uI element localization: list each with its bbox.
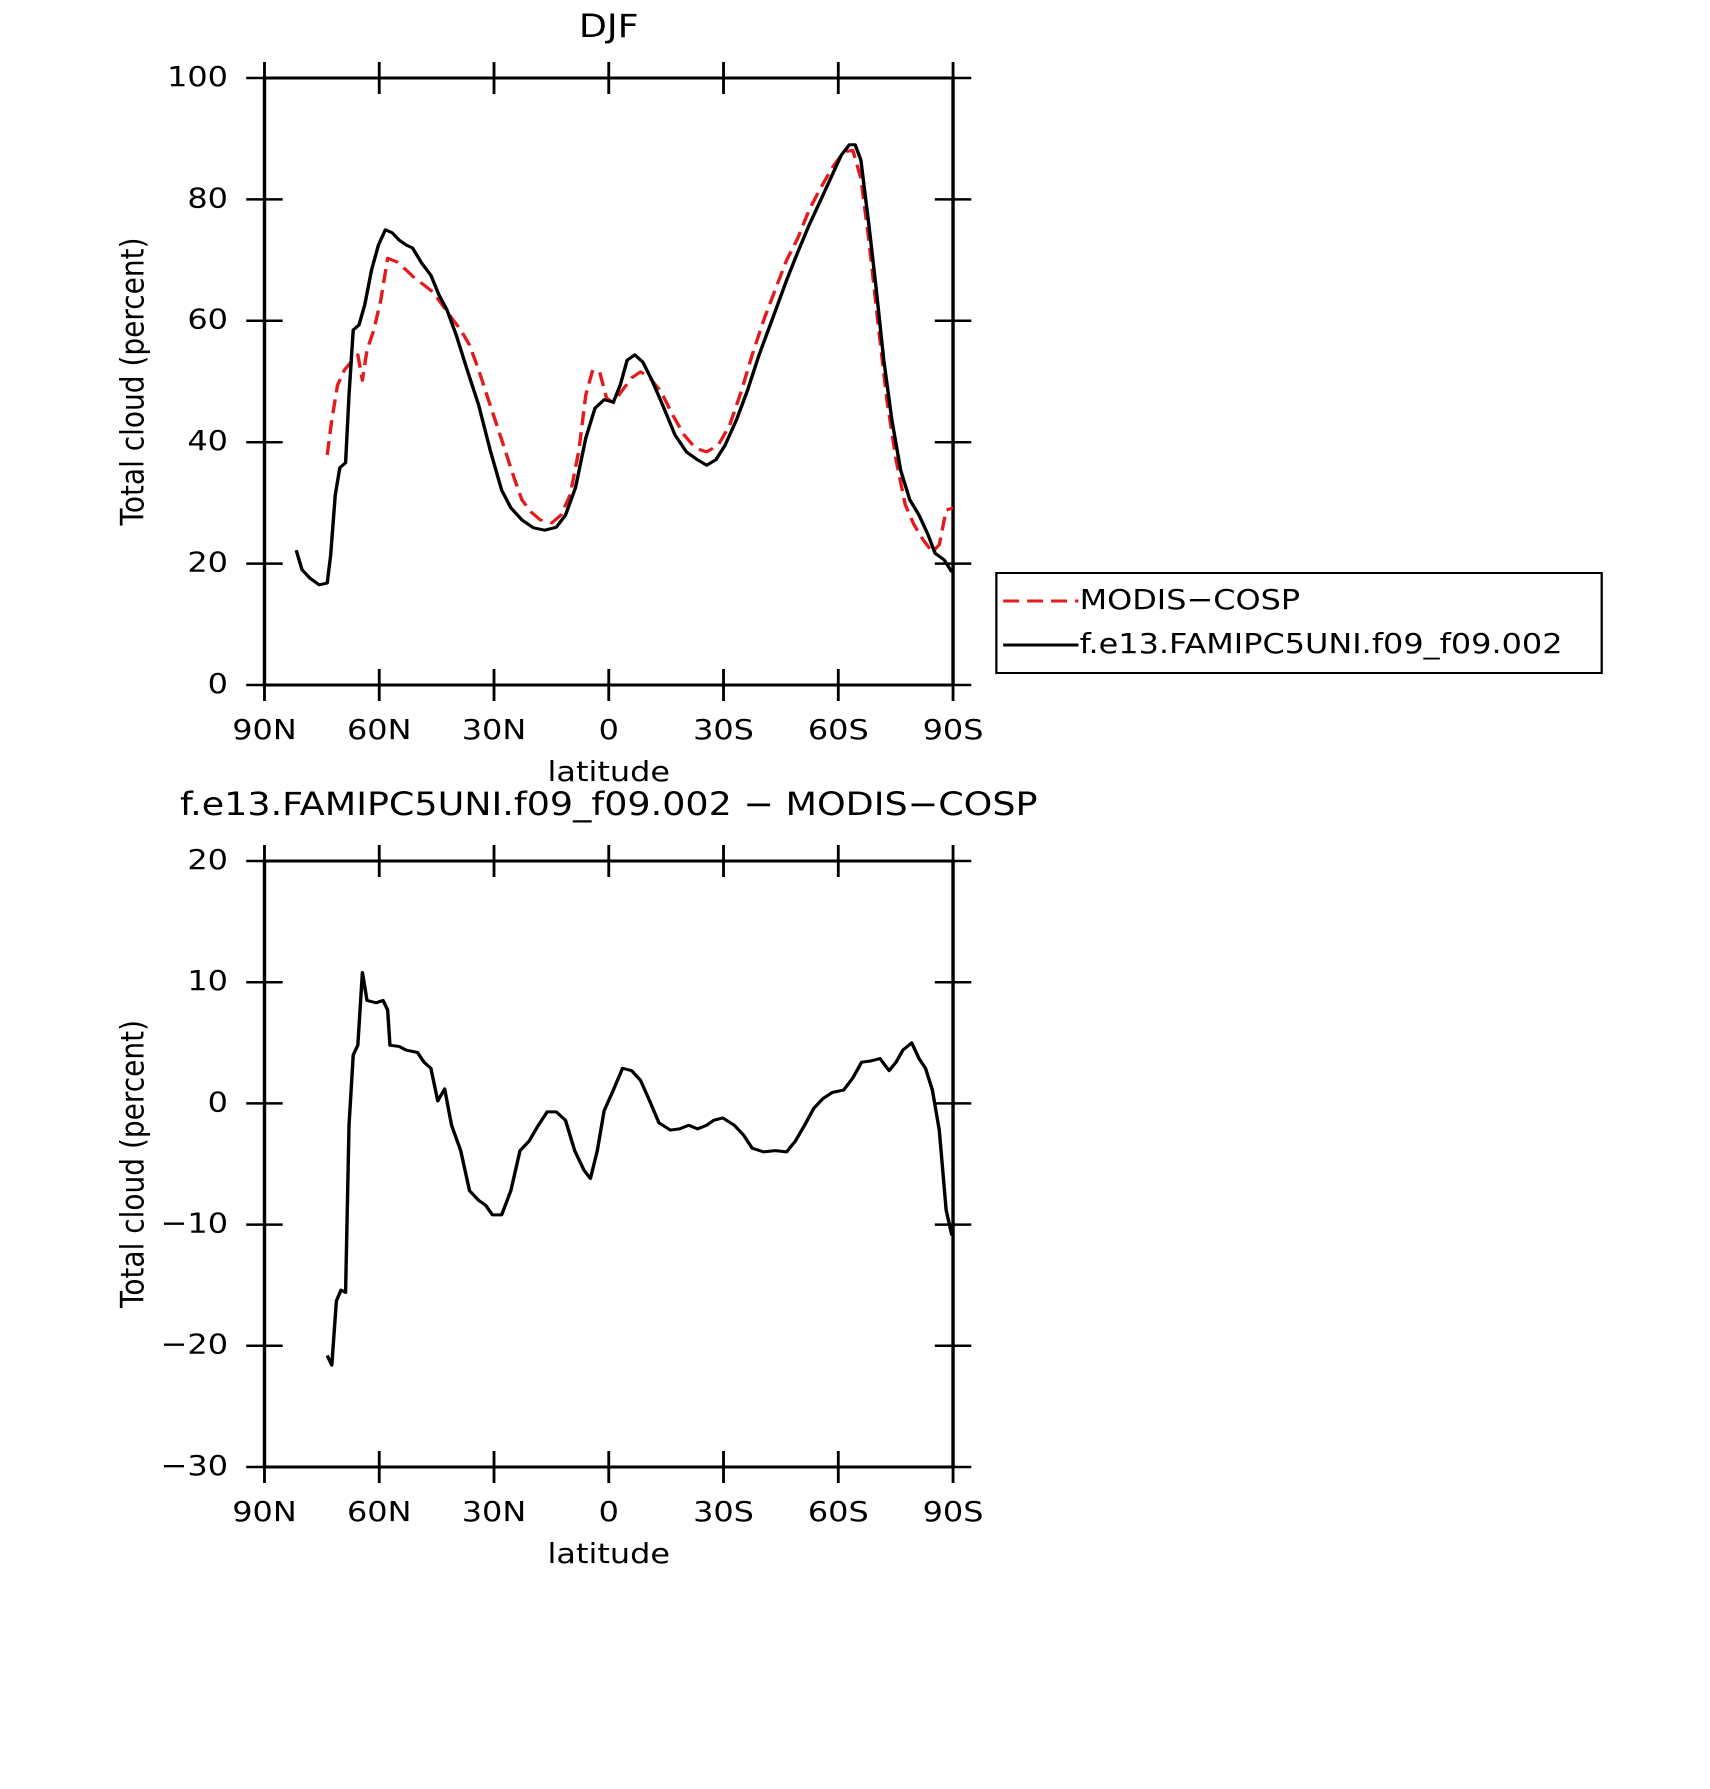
chart-title: DJF — [579, 8, 639, 45]
x-tick-label: 60N — [347, 714, 411, 747]
x-axis-label: latitude — [548, 756, 670, 789]
x-tick-label: 0 — [599, 714, 619, 747]
chart-panel: f.e13.FAMIPC5UNI.f09_f09.002 − MODIS−COS… — [115, 786, 1038, 1570]
y-tick-label: −20 — [161, 1329, 228, 1362]
x-tick-label: 60N — [347, 1496, 411, 1529]
x-tick-label: 0 — [599, 1496, 619, 1529]
data-line — [325, 148, 954, 554]
y-tick-label: 10 — [187, 965, 228, 998]
y-tick-label: 40 — [187, 425, 228, 458]
y-tick-label: 0 — [208, 1086, 228, 1119]
y-tick-label: 60 — [187, 304, 228, 337]
data-line — [294, 143, 954, 587]
legend-label: f.e13.FAMIPC5UNI.f09_f09.002 — [1080, 628, 1563, 661]
y-tick-label: −30 — [161, 1450, 228, 1483]
x-tick-label: 60S — [808, 714, 869, 747]
x-tick-label: 30S — [693, 714, 754, 747]
chart-title: f.e13.FAMIPC5UNI.f09_f09.002 − MODIS−COS… — [180, 786, 1038, 823]
x-axis-label: latitude — [548, 1538, 670, 1571]
y-axis-label: Total cloud (percent) — [115, 237, 152, 526]
y-tick-label: 80 — [187, 182, 228, 215]
x-tick-label: 30N — [462, 1496, 526, 1529]
y-tick-label: 0 — [208, 668, 228, 701]
data-line — [325, 971, 954, 1367]
x-tick-label: 30S — [693, 1496, 754, 1529]
legend: MODIS−COSP f.e13.FAMIPC5UNI.f09_f09.002 — [995, 572, 1603, 674]
x-tick-label: 90S — [923, 714, 984, 747]
y-tick-label: 100 — [167, 61, 228, 94]
y-axis-label: Total cloud (percent) — [115, 1020, 152, 1309]
x-tick-label: 60S — [808, 1496, 869, 1529]
x-tick-label: 90N — [232, 714, 296, 747]
x-tick-label: 90N — [232, 1496, 296, 1529]
legend-label: MODIS−COSP — [1080, 584, 1301, 617]
plot-frame — [262, 76, 955, 687]
y-tick-label: 20 — [187, 546, 228, 579]
plot-frame — [262, 859, 955, 1469]
x-tick-label: 90S — [923, 1496, 984, 1529]
y-tick-label: −10 — [161, 1207, 228, 1240]
chart-panel: DJF 0 20 40 60 80 100 90N 60N 30N 0 30S 60S 90S latitu… — [115, 8, 984, 788]
y-tick-label: 20 — [187, 844, 228, 877]
x-tick-label: 30N — [462, 714, 526, 747]
legend-box — [995, 572, 1603, 674]
